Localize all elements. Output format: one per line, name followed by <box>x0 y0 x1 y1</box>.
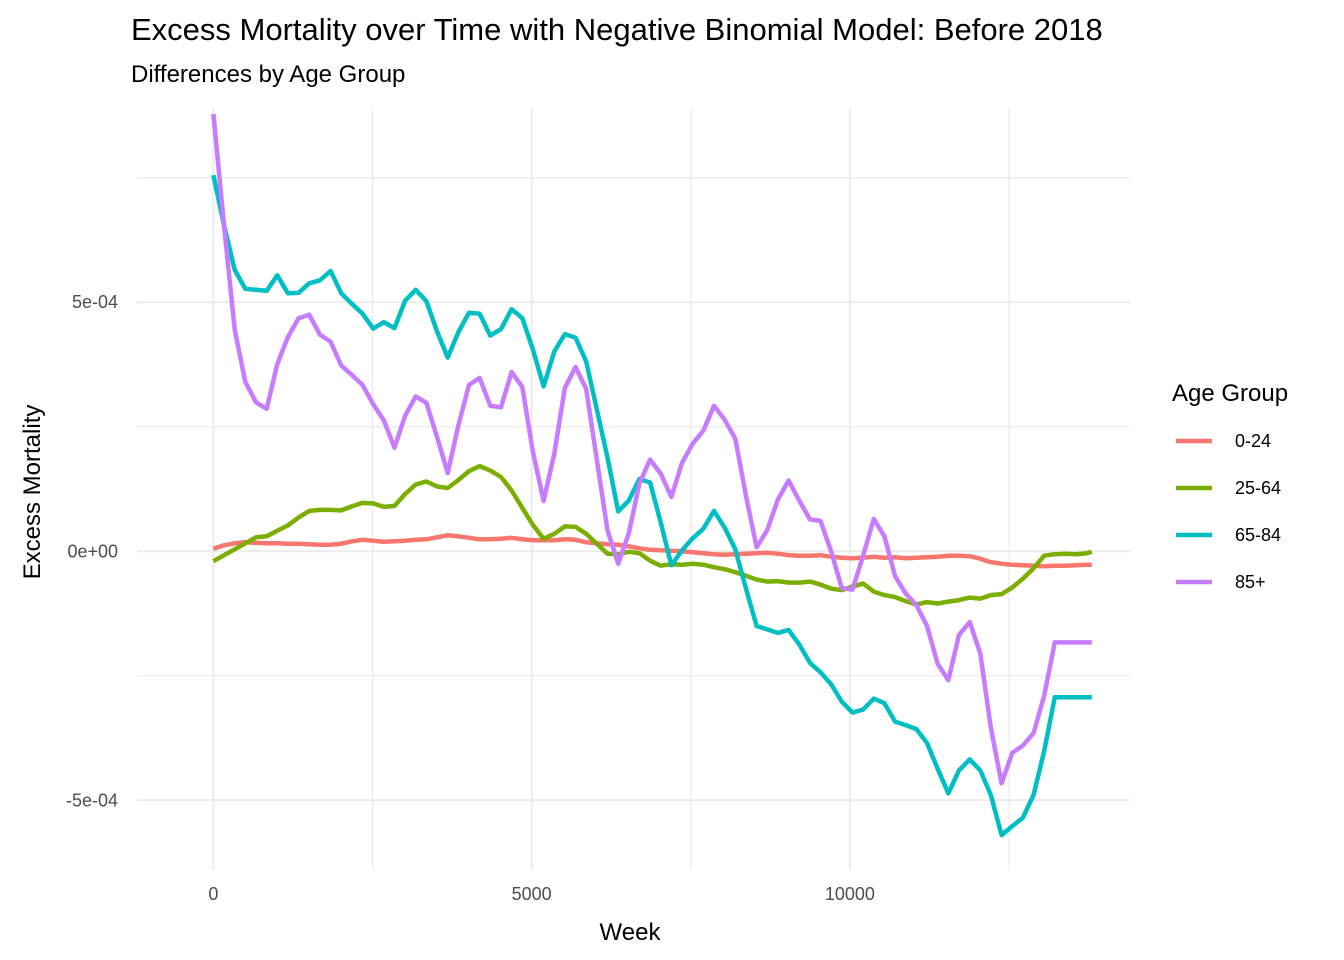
legend: Age Group 0-24 25-64 65-84 85+ <box>1172 380 1288 592</box>
y-tick-label: 5e-04 <box>72 292 118 312</box>
series-lines <box>211 113 1093 838</box>
y-axis-ticks: -5e-04 0e+00 5e-04 <box>66 292 118 810</box>
x-tick-label: 5000 <box>512 884 552 904</box>
x-tick-label: 10000 <box>825 884 875 904</box>
legend-label-85+: 85+ <box>1235 572 1266 592</box>
series-line-0-24 <box>212 533 1092 569</box>
y-axis-title: Excess Mortality <box>19 405 46 580</box>
y-tick-label: 0e+00 <box>67 541 118 561</box>
series-line-25-64 <box>212 463 1093 607</box>
grid <box>137 108 1130 870</box>
series-line-85+ <box>211 113 1092 786</box>
chart-title: Excess Mortality over Time with Negative… <box>131 12 1103 47</box>
series-line-65-84 <box>211 174 1092 838</box>
y-tick-label: -5e-04 <box>66 790 118 810</box>
chart-subtitle: Differences by Age Group <box>131 61 405 88</box>
legend-label-0-24: 0-24 <box>1235 431 1271 451</box>
x-axis-ticks: 0 5000 10000 <box>208 884 875 904</box>
legend-title: Age Group <box>1172 380 1288 407</box>
x-tick-label: 0 <box>208 884 218 904</box>
legend-label-65-84: 65-84 <box>1235 525 1281 545</box>
x-axis-title: Week <box>600 919 662 946</box>
legend-label-25-64: 25-64 <box>1235 478 1281 498</box>
